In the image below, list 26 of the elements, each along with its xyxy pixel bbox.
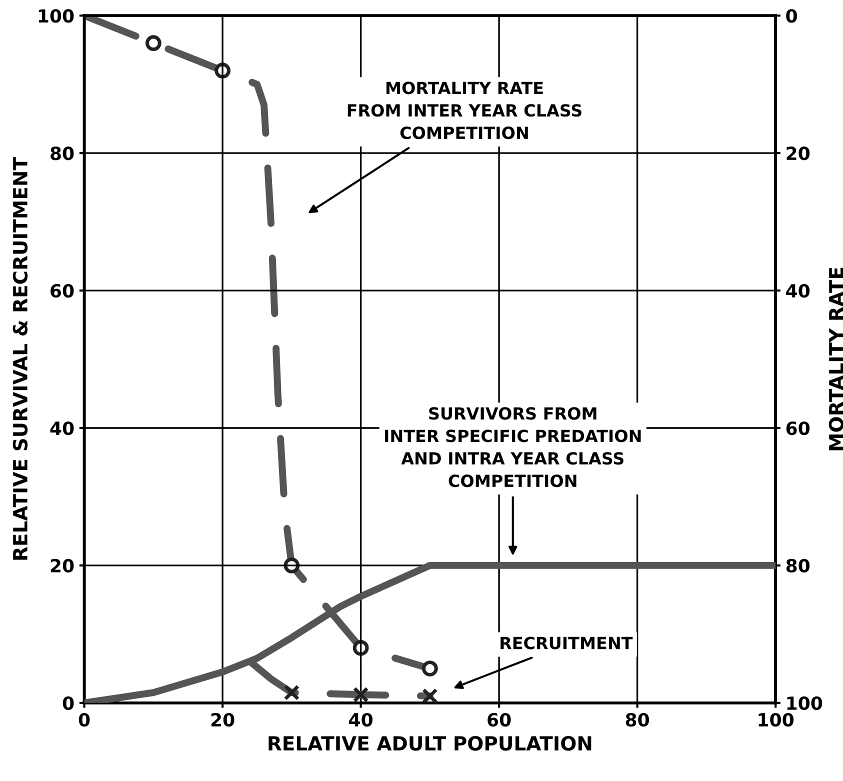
y-tick-label: 60	[50, 284, 74, 298]
x-axis-title: RELATIVE ADULT POPULATION	[268, 736, 592, 751]
annotation: MORTALITY RATE FROM INTER YEAR CLASS COMPETITION	[348, 82, 582, 140]
x-tick-label: 40	[349, 712, 373, 727]
y-axis-title: RELATIVE SURVIVAL & RECRUITMENT	[12, 157, 28, 560]
y2-tick-label: 100	[787, 696, 822, 710]
point	[145, 35, 162, 52]
y2-tick-label: 80	[786, 558, 810, 573]
annotation: RECRUITMENT	[500, 636, 633, 650]
y-tick-label: 40	[50, 421, 74, 436]
x-tick-label: 100	[758, 712, 794, 727]
y2-tick-label: 60	[786, 421, 810, 436]
annotation: SURVIVORS FROM INTER SPECIFIC PREDATION AND INTRA YEAR CLASS COMPETITION	[385, 407, 641, 488]
y2-tick-label: 40	[786, 284, 810, 298]
x-tick-label: 0	[78, 712, 90, 727]
y-tick-label: 100	[38, 9, 74, 23]
x-tick-label: 20	[211, 712, 234, 727]
x-tick-label: 80	[626, 712, 650, 727]
y-tick-label: 80	[50, 146, 74, 160]
y2-tick-label: 20	[786, 146, 810, 160]
y-tick-label: 20	[50, 558, 74, 573]
y-tick-label: 0	[62, 696, 74, 710]
point	[422, 660, 438, 676]
y2-tick-label: 0	[786, 9, 797, 23]
point	[352, 640, 369, 656]
x-tick-label: 60	[488, 712, 511, 727]
